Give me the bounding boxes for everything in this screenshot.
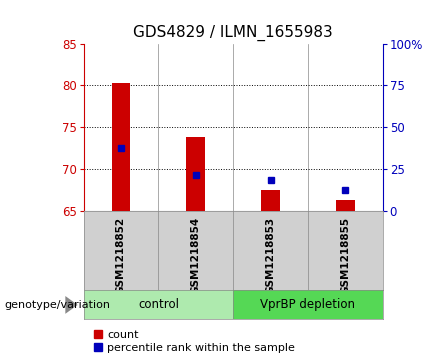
Bar	[187, 137, 205, 211]
Legend: count, percentile rank within the sample: count, percentile rank within the sample	[89, 325, 299, 358]
Title: GDS4829 / ILMN_1655983: GDS4829 / ILMN_1655983	[133, 25, 333, 41]
Text: GSM1218854: GSM1218854	[191, 217, 201, 294]
Text: GSM1218853: GSM1218853	[266, 217, 275, 294]
Text: control: control	[138, 298, 179, 311]
Bar	[261, 189, 280, 211]
Text: GSM1218852: GSM1218852	[116, 217, 126, 294]
Polygon shape	[66, 296, 78, 314]
Bar	[112, 83, 130, 211]
Bar	[233, 290, 383, 319]
Bar	[336, 200, 355, 211]
Text: VprBP depletion: VprBP depletion	[260, 298, 356, 311]
Text: GSM1218855: GSM1218855	[341, 217, 350, 294]
Text: genotype/variation: genotype/variation	[4, 300, 110, 310]
Bar	[84, 290, 233, 319]
